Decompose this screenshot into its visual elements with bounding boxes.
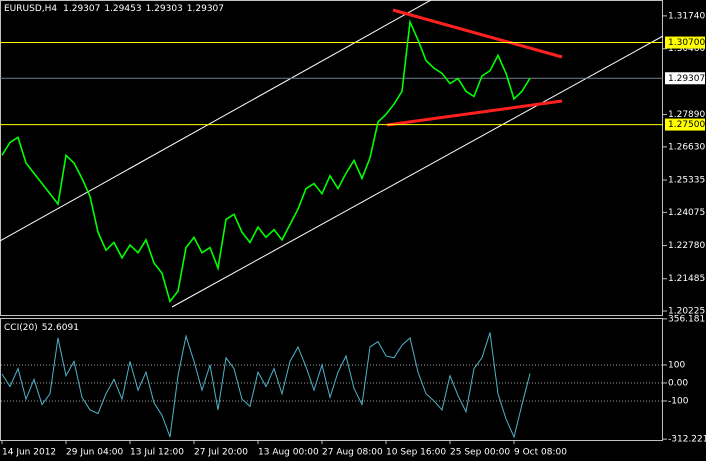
y-tick-label: 1.27890 [668, 110, 705, 120]
indicator-name: CCI(20) [4, 323, 38, 333]
x-tick-label: 13 Aug 00:00 [258, 448, 319, 458]
horizontal-line-label: 1.30700 [668, 38, 705, 48]
x-tick-label: 14 Jun 2012 [2, 448, 56, 458]
y-tick-label: -100 [668, 396, 689, 406]
y-tick-label: 1.20225 [668, 307, 705, 317]
triangle-upper [392, 8, 563, 59]
channel-upper [0, 0, 433, 242]
close: 1.29307 [187, 4, 224, 14]
horizontal-line-tag [665, 36, 705, 49]
high: 1.29453 [104, 4, 141, 14]
y-tick-label: 1.25335 [668, 176, 705, 186]
x-tick-label: 25 Sep 00:00 [450, 448, 510, 458]
low: 1.29303 [146, 4, 183, 14]
x-tick-label: 27 Aug 08:00 [322, 448, 383, 458]
price-tag [665, 72, 705, 85]
triangle-lower [386, 99, 563, 127]
horizontal-line-tag [665, 118, 705, 131]
x-tick-label: 10 Sep 16:00 [386, 448, 446, 458]
y-tick-label: -312.221 [668, 435, 706, 445]
y-tick-label: 1.26630 [668, 142, 705, 152]
price-frame [0, 0, 663, 316]
y-tick-label: 356.181 [668, 314, 705, 324]
x-tick-label: 13 Jul 12:00 [130, 448, 184, 458]
channel-lower [171, 35, 664, 308]
indicator-last: 52.6091 [42, 323, 79, 333]
indicator-line [1, 332, 531, 439]
x-tick-label: 29 Jun 04:00 [66, 448, 123, 458]
y-tick-label: 1.22780 [668, 241, 705, 251]
price-label: 1.29307 [668, 74, 705, 84]
x-tick-label: 9 Oct 08:00 [514, 448, 567, 458]
symbol: EURUSD,H4 [4, 4, 57, 14]
y-tick-label: 100 [668, 360, 685, 370]
open: 1.29307 [63, 4, 100, 14]
x-tick-label: 27 Jul 20:00 [194, 448, 248, 458]
price-line-series [1, 19, 531, 304]
y-tick-label: 1.21485 [668, 274, 705, 284]
horizontal-line-label: 1.27500 [668, 120, 705, 130]
y-tick-label: 1.31740 [668, 11, 705, 21]
indicator-header: CCI(20) 52.6091 [4, 323, 79, 333]
y-tick-label: 1.24075 [668, 208, 705, 218]
chart-header: EURUSD,H4 1.29307 1.29453 1.29303 1.29307 [4, 4, 224, 14]
y-tick-label: 0.00 [668, 378, 688, 388]
indicator-frame [0, 318, 663, 441]
y-tick-label: 1.30460 [668, 44, 705, 54]
